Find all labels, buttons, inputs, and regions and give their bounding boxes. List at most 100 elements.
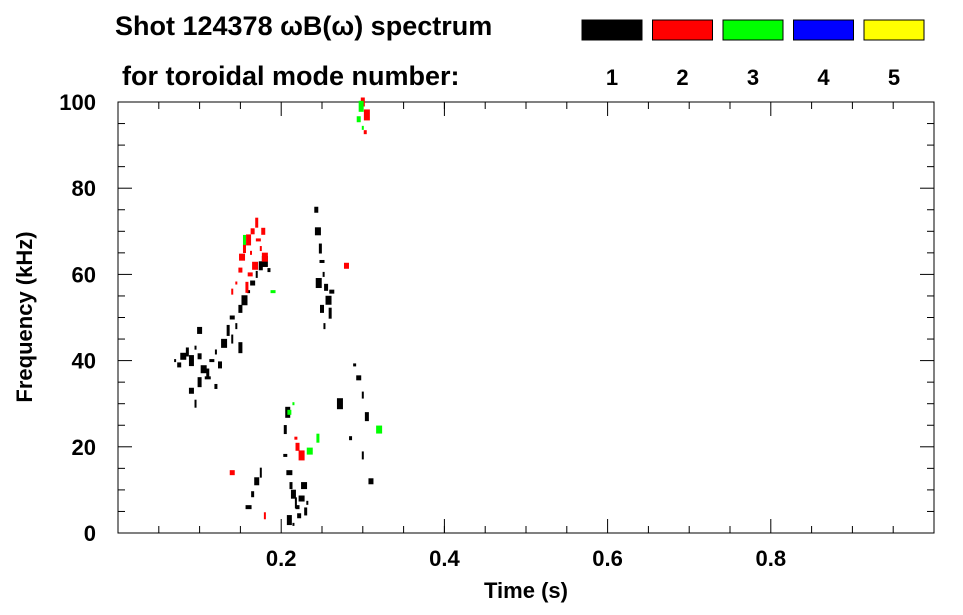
spectrum-point-mode-2 [242, 244, 246, 254]
spectrum-point-mode-1 [251, 491, 255, 498]
spectrum-point-mode-1 [349, 436, 353, 441]
spectrum-point-mode-1 [286, 515, 292, 526]
spectrum-point-mode-3 [292, 402, 295, 406]
spectrum-point-mode-1 [361, 451, 364, 460]
spectrum-point-mode-1 [238, 304, 243, 313]
x-tick-label: 0.2 [266, 546, 297, 571]
spectrum-point-mode-3 [316, 433, 320, 443]
x-tick-label: 0.4 [429, 546, 460, 571]
spectrum-point-mode-1 [361, 391, 364, 399]
spectrum-point-mode-3 [306, 447, 313, 455]
spectrum-point-mode-1 [258, 261, 263, 271]
y-tick-label: 100 [59, 90, 96, 115]
spectrum-point-mode-1 [188, 355, 194, 367]
spectrum-point-mode-1 [320, 304, 324, 313]
spectrum-point-mode-1 [329, 289, 335, 294]
spectrum-point-mode-1 [336, 398, 343, 410]
spectrum-point-mode-1 [283, 453, 288, 457]
spectrum-point-mode-2 [231, 288, 234, 295]
spectrum-point-mode-1 [229, 315, 235, 320]
spectrum-point-mode-1 [322, 271, 325, 277]
legend-swatch-mode-4 [793, 19, 854, 41]
spectrum-point-mode-2 [235, 281, 238, 285]
spectrum-point-mode-3 [376, 425, 383, 434]
spectrum-point-mode-1 [206, 368, 210, 379]
legend-swatch-mode-3 [722, 19, 784, 41]
spectrum-point-mode-1 [218, 361, 222, 369]
spectrum-point-mode-2 [250, 228, 255, 235]
spectrum-point-mode-1 [314, 227, 321, 236]
legend-label-mode-3: 3 [747, 65, 759, 90]
spectrum-point-mode-1 [304, 507, 308, 516]
spectrum-point-mode-2 [255, 238, 261, 242]
legend-label-mode-4: 4 [817, 65, 830, 90]
chart-title-line1: Shot 124378 ωB(ω) spectrum [115, 11, 492, 41]
spectrum-point-mode-2 [295, 442, 300, 451]
spectrum-point-mode-3 [287, 409, 292, 415]
plot-frame [117, 101, 935, 534]
legend-swatch-mode-1 [581, 19, 643, 41]
spectrum-marks [174, 97, 383, 526]
spectrum-point-mode-2 [229, 470, 235, 476]
spectrum-point-mode-1 [298, 495, 305, 502]
spectrum-point-mode-2 [252, 261, 259, 270]
spectrum-point-mode-1 [290, 489, 296, 499]
spectrum-point-mode-2 [263, 512, 266, 520]
spectrum-point-mode-1 [325, 295, 332, 305]
spectrum-point-mode-1 [197, 326, 203, 334]
chart-title-line2: for toroidal mode number: [122, 61, 460, 91]
spectrum-point-mode-1 [174, 359, 177, 363]
spectrum-point-mode-1 [214, 349, 217, 355]
spectrum-point-mode-1 [364, 412, 369, 422]
spectrum-point-mode-3 [358, 100, 364, 112]
spectrum-point-mode-2 [247, 272, 253, 277]
spectrum-point-mode-1 [197, 377, 202, 388]
spectrum-point-mode-1 [194, 345, 197, 350]
x-axis-label: Time (s) [484, 578, 568, 603]
spectrum-point-mode-1 [306, 500, 309, 505]
spectrum-point-mode-1 [255, 270, 258, 278]
spectrum-point-mode-1 [286, 470, 293, 476]
spectrum-point-mode-1 [294, 497, 297, 509]
spectrum-point-mode-1 [214, 383, 218, 389]
legend-label-mode-5: 5 [888, 65, 900, 90]
spectrum-point-mode-1 [241, 295, 248, 306]
spectrum-point-mode-1 [283, 425, 287, 435]
spectrum-point-mode-1 [328, 307, 332, 319]
spectrum-point-mode-1 [188, 387, 194, 394]
y-tick-label: 40 [72, 349, 96, 374]
spectrum-point-mode-1 [289, 482, 293, 490]
spectrum-point-mode-1 [259, 467, 262, 478]
spectrum-point-mode-1 [200, 365, 207, 374]
legend-swatch-mode-5 [863, 19, 925, 41]
x-tick-label: 0.8 [756, 546, 787, 571]
spectrum-point-mode-1 [235, 323, 238, 330]
spectrum-point-mode-2 [255, 217, 259, 228]
spectrum-point-mode-2 [363, 109, 370, 121]
spectrum-point-mode-2 [298, 450, 305, 461]
spectrum-point-mode-1 [231, 334, 234, 344]
spectrum-point-mode-3 [361, 125, 364, 130]
spectrum-point-mode-3 [242, 234, 246, 245]
spectrum-point-mode-1 [295, 505, 300, 510]
y-tick-label: 80 [72, 176, 96, 201]
spectrum-point-mode-1 [267, 268, 271, 273]
spectrum-point-mode-1 [315, 278, 322, 289]
y-tick-label: 20 [72, 435, 96, 460]
spectrum-point-mode-1 [250, 280, 256, 286]
spectrum-point-mode-1 [353, 363, 357, 367]
spectrum-point-mode-1 [254, 477, 260, 486]
spectrum-point-mode-1 [368, 478, 374, 485]
y-tick-label: 60 [72, 262, 96, 287]
spectrum-point-mode-2 [238, 267, 243, 273]
spectrum-point-mode-1 [301, 482, 308, 490]
spectrum-point-mode-2 [261, 227, 266, 235]
spectrum-point-mode-1 [324, 283, 329, 291]
spectrum-point-mode-2 [250, 250, 253, 255]
spectrum-point-mode-1 [314, 206, 319, 213]
legend-label-mode-2: 2 [676, 65, 688, 90]
spectrum-point-mode-2 [343, 262, 349, 269]
y-axis-label: Frequency (kHz) [12, 231, 37, 402]
spectrum-point-mode-2 [246, 234, 252, 246]
